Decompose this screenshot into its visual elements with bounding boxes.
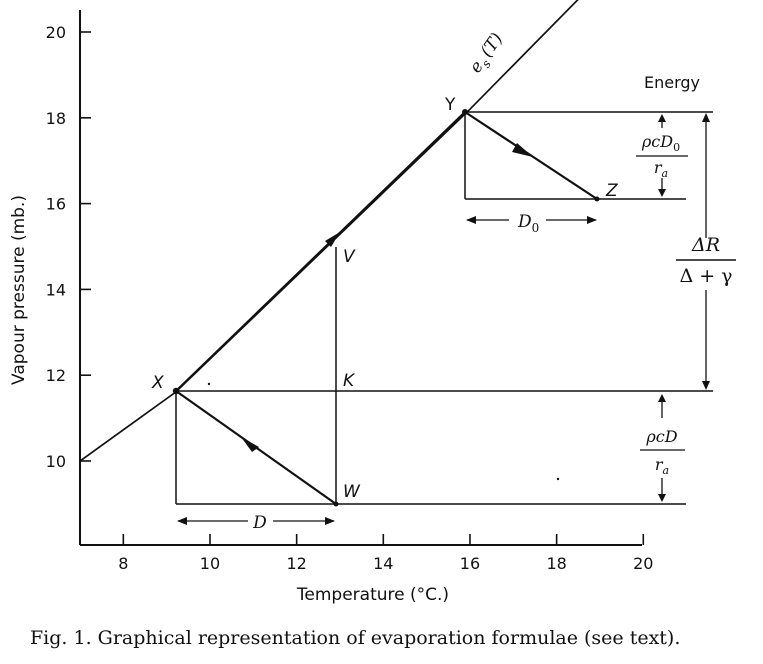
y-tick-label: 16 [46, 195, 66, 214]
y-tick-label: 14 [46, 280, 66, 299]
energy-bracket-bottom-head [702, 381, 710, 390]
point-z-dot [594, 196, 600, 202]
x-tick-label: 8 [118, 554, 128, 573]
upper-flux-arrow-top-head [658, 114, 666, 122]
upper-flux-numerator: ρcD0 [641, 132, 680, 154]
axis-ticks: 8 10 12 14 16 18 20 10 12 14 16 18 20 [46, 23, 654, 573]
y-axis-title: Vapour pressure (mb.) [9, 195, 29, 385]
x-tick-label: 20 [633, 554, 653, 573]
dim-d-arrow-right [325, 517, 335, 525]
dim-d0-arrow-left [466, 216, 476, 224]
point-x-dot [172, 387, 180, 395]
point-k-label: K [343, 371, 356, 391]
energy-bracket-top-head [702, 113, 710, 122]
saturation-curve [80, 0, 579, 462]
big-fraction-denominator: Δ + γ [679, 265, 732, 287]
speck-dot-1 [207, 382, 211, 386]
upper-flux-denominator: ra [654, 158, 668, 180]
big-fraction-numerator: ΔR [691, 234, 720, 256]
arrowhead-y-to-z [512, 143, 533, 157]
x-tick-label: 10 [200, 554, 220, 573]
lower-flux-numerator: ρcD [645, 427, 677, 446]
x-tick-label: 16 [460, 554, 480, 573]
curve-label-arg: (T) [477, 29, 507, 61]
upper-flux-num-sub: 0 [673, 141, 680, 154]
point-z-label: Z [605, 181, 618, 201]
dim-d0-label: D0 [517, 212, 539, 235]
point-w-label: W [343, 482, 361, 502]
upper-flux-den-main: r [654, 158, 663, 177]
upper-flux-num-main: ρcD [641, 132, 673, 151]
arrowhead-x-to-y [325, 232, 340, 247]
y-tick-label: 18 [46, 109, 66, 128]
curve-label: es(T) [466, 29, 510, 78]
dim-d-label: D [252, 513, 267, 533]
arrowhead-w-to-x [241, 437, 259, 452]
upper-flux-den-sub: a [662, 167, 669, 180]
upper-flux-arrow-bottom-head [658, 189, 666, 197]
lower-flux-arrow-top-head [658, 394, 666, 402]
y-tick-label: 12 [46, 366, 66, 385]
speck-dot-2 [556, 477, 560, 481]
point-v-label: V [343, 247, 356, 267]
x-axis-title: Temperature (°C.) [296, 585, 449, 605]
y-tick-label: 20 [46, 23, 66, 42]
y-tick-label: 10 [46, 452, 66, 471]
x-tick-label: 18 [546, 554, 566, 573]
lower-flux-den-main: r [655, 455, 664, 474]
dim-d-arrow-left [177, 517, 187, 525]
figure-caption: Fig. 1. Graphical representation of evap… [30, 627, 680, 649]
x-tick-label: 14 [373, 554, 393, 573]
point-x-label: X [151, 373, 164, 393]
lower-flux-den-sub: a [663, 464, 670, 477]
vector-x-to-y [175, 111, 466, 392]
lower-flux-denominator: ra [655, 455, 669, 477]
point-w-dot [333, 501, 339, 507]
lower-flux-arrow-bottom-head [658, 494, 666, 502]
dim-d0-main: D [517, 212, 532, 232]
x-tick-label: 12 [286, 554, 306, 573]
dim-d0-sub: 0 [532, 221, 540, 235]
energy-label: Energy [644, 73, 700, 92]
point-y-label: Y [444, 95, 456, 115]
dim-d0-arrow-right [587, 216, 597, 224]
